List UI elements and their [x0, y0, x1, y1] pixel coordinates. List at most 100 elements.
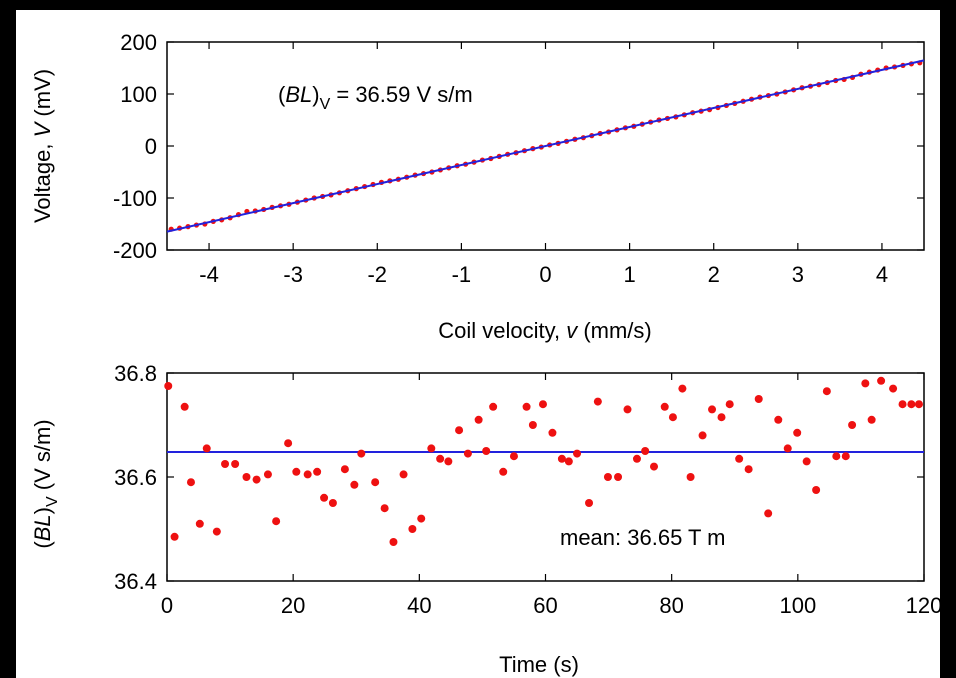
bottom-data-point [557, 454, 566, 463]
bottom-data-point [812, 486, 821, 494]
bottom-data-point [380, 504, 389, 513]
bottom-data-point [764, 509, 773, 518]
figure-frame: -4 -3 -2 -1 0 1 2 3 4 -200 -100 0 100 200 (BL)V = 36.… [16, 10, 940, 678]
bottom-data-point [861, 379, 870, 388]
bottom-x-tick-label: 80 [659, 593, 683, 618]
bottom-data-point [889, 384, 898, 393]
bottom-data-point [263, 470, 272, 479]
bottom-data-point [528, 421, 537, 429]
bottom-data-point [509, 452, 518, 461]
top-x-tick-label: 3 [792, 262, 804, 287]
bottom-x-tick-label: 0 [161, 593, 173, 618]
bottom-data-point [482, 447, 491, 455]
top-ticks: -4 -3 -2 -1 0 1 2 3 4 -200 -100 0 100 200 [113, 30, 924, 287]
bottom-data-point [632, 454, 641, 463]
bottom-data-point [340, 465, 349, 474]
bottom-data-point [593, 397, 602, 406]
bottom-data-point [725, 400, 734, 409]
bottom-data-point [328, 499, 337, 507]
top-y-tick-label: -100 [113, 186, 157, 211]
bottom-data-point [427, 444, 436, 453]
bottom-data-point [371, 478, 380, 487]
bottom-data-point [499, 467, 508, 476]
top-y-tick-label: 0 [145, 134, 157, 159]
bottom-data-point [907, 400, 916, 409]
bottom-data-point [822, 387, 831, 396]
bottom-data-point [436, 454, 445, 463]
top-y-tick-label: -200 [113, 238, 157, 263]
top-x-tick-label: -3 [283, 262, 303, 287]
bottom-data-point [793, 428, 802, 437]
bottom-data-point [463, 449, 472, 458]
bottom-data-point [744, 465, 753, 474]
bottom-y-tick-label: 36.6 [114, 465, 157, 490]
bottom-data-point [170, 532, 179, 541]
bottom-data-point [408, 525, 417, 533]
bottom-data-point [444, 457, 453, 466]
bottom-data-point [252, 475, 261, 484]
top-y-axis-label: Voltage, V (mV) [30, 69, 55, 223]
bottom-data-point [313, 467, 322, 476]
bottom-data-point [914, 400, 923, 409]
bottom-data-point [417, 514, 426, 523]
bottom-data-point [686, 473, 695, 481]
top-x-tick-label: 1 [623, 262, 635, 287]
bottom-data-point [678, 384, 687, 393]
bottom-data-point [272, 517, 281, 526]
bottom-data-point [186, 478, 195, 487]
bottom-data-point [284, 439, 293, 448]
bottom-data-points [164, 376, 923, 546]
bottom-ticks: 0 20 40 60 80 100 120 36.4 36.6 36.8 [114, 361, 940, 618]
bottom-data-point [522, 402, 531, 411]
bottom-data-point [877, 376, 886, 385]
bottom-y-tick-label: 36.4 [114, 569, 157, 594]
top-x-tick-label: -1 [452, 262, 472, 287]
bottom-data-point [180, 402, 189, 411]
bottom-x-tick-label: 40 [407, 593, 431, 618]
bottom-x-tick-label: 20 [281, 593, 305, 618]
bottom-data-point [538, 400, 547, 409]
top-x-tick-label: 0 [539, 262, 551, 287]
bottom-plot-area [166, 372, 925, 582]
top-fit-line [166, 59, 925, 233]
bottom-data-point [564, 457, 573, 466]
bottom-y-axis-label: (BL)V (V s/m) [30, 419, 61, 548]
top-annotation: (BL)V = 36.59 V s/m [278, 82, 473, 113]
bottom-data-point [195, 519, 204, 528]
bottom-data-point [389, 538, 398, 546]
bottom-x-tick-label: 120 [906, 593, 940, 618]
bottom-data-point [474, 415, 483, 424]
bottom-data-point [242, 473, 251, 481]
bottom-data-point [399, 470, 408, 479]
bottom-data-point [774, 415, 783, 424]
bottom-x-tick-label: 100 [779, 593, 816, 618]
bottom-data-point [848, 421, 857, 429]
bottom-data-point [641, 447, 650, 455]
bottom-data-point [350, 480, 359, 489]
bottom-data-point [614, 473, 623, 481]
bottom-data-point [221, 460, 230, 468]
bottom-data-point [303, 470, 312, 479]
bottom-data-point [867, 415, 876, 424]
bottom-data-point [489, 402, 498, 411]
bottom-data-point [603, 473, 612, 481]
top-x-tick-label: -4 [199, 262, 219, 287]
bottom-data-point [650, 462, 659, 471]
bottom-annotation: mean: 36.65 T m [560, 525, 726, 550]
bottom-data-point [783, 444, 792, 453]
top-x-tick-label: 4 [876, 262, 888, 287]
top-plot: -4 -3 -2 -1 0 1 2 3 4 -200 -100 0 100 200 (BL)V = 36.… [30, 30, 925, 343]
bottom-data-point [573, 449, 582, 458]
top-x-tick-label: -2 [367, 262, 387, 287]
bottom-data-point [802, 457, 811, 466]
bottom-data-point [202, 444, 211, 453]
bottom-data-point [898, 400, 907, 409]
bottom-data-point [735, 454, 744, 463]
top-y-tick-label: 100 [120, 82, 157, 107]
bottom-data-point [754, 395, 763, 403]
bottom-data-point [841, 452, 850, 461]
bottom-y-tick-label: 36.8 [114, 361, 157, 386]
bottom-data-point [668, 413, 677, 422]
bottom-data-point [717, 413, 726, 422]
